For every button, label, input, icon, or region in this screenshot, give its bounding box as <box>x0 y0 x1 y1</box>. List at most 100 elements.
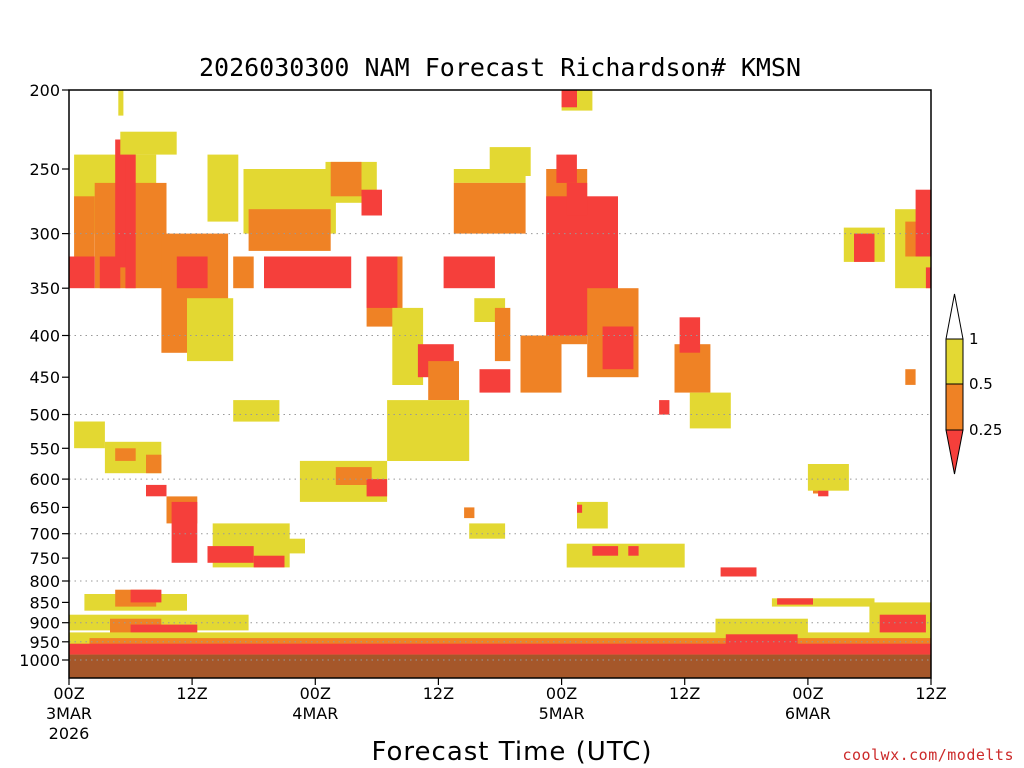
ri-cell-yellow <box>807 464 849 491</box>
ri-cell-yellow <box>284 538 305 554</box>
ri-cell-orange <box>520 335 562 393</box>
ri-cell-red <box>602 326 634 370</box>
x-tick-label-2: 00Z <box>300 684 331 703</box>
y-tick-label-300: 300 <box>29 225 60 244</box>
x-axis-label: Forecast Time (UTC) <box>371 737 652 767</box>
y-tick-label-550: 550 <box>29 439 60 458</box>
ri-cell-red <box>777 598 813 605</box>
y-tick-label-250: 250 <box>29 160 60 179</box>
ri-cell-red <box>915 189 931 257</box>
y-tick-label-800: 800 <box>29 572 60 591</box>
ri-cell-yellow <box>187 298 234 362</box>
y-tick-label-500: 500 <box>29 406 60 425</box>
ri-cell-orange <box>248 209 331 251</box>
ri-cell-yellow <box>771 598 875 607</box>
x-tick-sublabel-2: 4MAR <box>292 704 338 723</box>
ri-cell-red <box>479 369 511 393</box>
ri-cell-yellow <box>120 131 177 155</box>
heatmap-cells <box>69 90 931 655</box>
x-tick-label-1: 12Z <box>176 684 207 703</box>
plot-frame <box>68 89 932 679</box>
x-tick-label-6: 00Z <box>792 684 823 703</box>
gridlines <box>69 233 931 661</box>
ri-cell-orange <box>335 467 372 485</box>
ri-cell-yellow <box>577 501 608 529</box>
ri-cell-yellow <box>207 154 239 222</box>
ri-cell-orange <box>464 507 475 519</box>
y-tick-label-750: 750 <box>29 549 60 568</box>
legend-label-1: 0.5 <box>969 375 993 393</box>
ri-cell-red <box>577 504 583 513</box>
ri-cell-red <box>566 182 588 216</box>
y-tick-label-400: 400 <box>29 327 60 346</box>
ri-cell-red <box>207 546 254 563</box>
ri-cell-red <box>130 589 162 603</box>
legend-bin-yellow <box>945 338 964 385</box>
ri-cell-red <box>366 479 388 497</box>
ri-cell-red <box>725 634 798 646</box>
ri-cell-red <box>264 256 352 289</box>
ri-cell-red <box>115 139 126 268</box>
ri-cell-yellow <box>387 400 470 461</box>
ri-cell-orange <box>453 182 526 234</box>
credit-text: coolwx.com/modelts <box>842 746 1014 764</box>
legend-bin-red <box>945 429 964 475</box>
x-tick-sublabel-0: 3MAR <box>46 704 92 723</box>
ri-cell-orange <box>115 448 136 461</box>
x-tick-label-4: 00Z <box>546 684 577 703</box>
x-tick-sublabel-6: 6MAR <box>785 704 831 723</box>
ri-cell-red <box>171 501 198 563</box>
ri-cell-red <box>879 614 926 635</box>
y-tick-label-650: 650 <box>29 498 60 517</box>
ri-cell-red <box>592 546 619 556</box>
x-tick-label-5: 12Z <box>669 684 700 703</box>
y-tick-label-950: 950 <box>29 633 60 652</box>
ri-cell-red <box>443 256 495 289</box>
legend: 1 0.5 0.25 <box>945 293 1002 475</box>
x-tick-label-0: 00Z <box>53 684 84 703</box>
ri-cell-red <box>366 256 398 308</box>
ri-cell-yellow <box>74 421 105 449</box>
y-axis: 200 250 300 350 400 450 500 550 600 650 700 750 800 8… <box>19 81 69 670</box>
x-tick-sublabel-4: 5MAR <box>539 704 585 723</box>
y-tick-label-600: 600 <box>29 470 60 489</box>
chart-title: 2026030300 NAM Forecast Richardson# KMSN <box>199 53 801 82</box>
ri-cell-red <box>146 484 167 497</box>
ri-cell-yellow <box>469 523 506 539</box>
y-tick-label-200: 200 <box>29 81 60 100</box>
ri-cell-yellow <box>118 90 124 116</box>
x-tick-label-3: 12Z <box>423 684 454 703</box>
ri-cell-yellow <box>566 543 685 568</box>
y-tick-label-900: 900 <box>29 614 60 633</box>
ri-cell-red <box>176 256 208 289</box>
ri-cell-orange <box>905 369 916 385</box>
legend-bin-gt1 <box>945 293 964 340</box>
ri-cell-red <box>125 139 136 289</box>
ri-cell-red <box>659 400 670 415</box>
x-tick-label-7: 12Z <box>915 684 946 703</box>
ri-cell-yellow <box>715 618 808 635</box>
ri-cell-red <box>556 154 577 183</box>
ri-cell-orange <box>428 361 459 401</box>
ri-cell-yellow <box>233 400 280 422</box>
ri-cell-red <box>69 256 95 289</box>
ri-cell-orange <box>494 307 511 362</box>
ri-cell-orange <box>233 256 254 289</box>
ri-cell-red <box>720 567 757 577</box>
y-tick-label-450: 450 <box>29 368 60 387</box>
ri-cell-red <box>561 90 577 108</box>
ri-cell-red <box>854 233 875 262</box>
ri-cell-yellow <box>489 147 531 176</box>
legend-bin-orange <box>945 383 964 431</box>
ground-band <box>69 654 931 678</box>
y-tick-label-1000: 1000 <box>19 651 60 670</box>
ri-cell-yellow <box>689 392 731 429</box>
ri-cell-red <box>679 317 701 353</box>
ri-cell-red <box>925 267 931 289</box>
x-tick-year-0: 2026 <box>49 724 90 743</box>
ri-cell-red <box>628 546 639 556</box>
ri-cell-orange <box>146 454 162 474</box>
ri-cell-red <box>99 256 121 289</box>
